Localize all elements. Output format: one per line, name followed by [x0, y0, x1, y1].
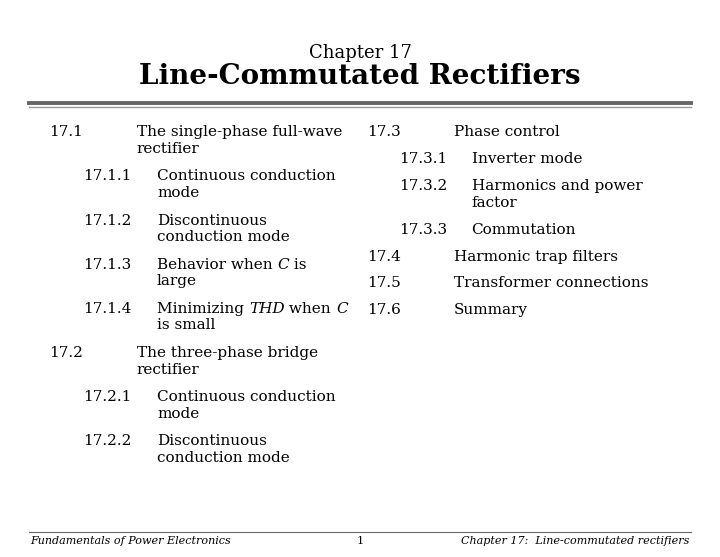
Text: 17.1.3: 17.1.3 [83, 258, 131, 272]
Text: Transformer connections: Transformer connections [454, 276, 648, 290]
Text: 17.3.1: 17.3.1 [400, 152, 448, 166]
Text: Fundamentals of Power Electronics: Fundamentals of Power Electronics [30, 536, 231, 546]
Text: 17.3.3: 17.3.3 [400, 223, 448, 237]
Text: Line-Commutated Rectifiers: Line-Commutated Rectifiers [139, 63, 581, 90]
Text: THD: THD [249, 302, 284, 316]
Text: The three-phase bridge: The three-phase bridge [137, 346, 318, 360]
Text: Behavior when: Behavior when [157, 258, 277, 272]
Text: 17.2.2: 17.2.2 [83, 434, 131, 448]
Text: when: when [284, 302, 336, 316]
Text: Summary: Summary [454, 303, 528, 317]
Text: 17.1.2: 17.1.2 [83, 213, 131, 228]
Text: 17.6: 17.6 [367, 303, 401, 317]
Text: The single-phase full-wave: The single-phase full-wave [137, 125, 342, 139]
Text: 17.3: 17.3 [367, 125, 401, 139]
Text: large: large [157, 275, 197, 289]
Text: Minimizing: Minimizing [157, 302, 249, 316]
Text: Chapter 17: Chapter 17 [309, 44, 411, 62]
Text: Commutation: Commutation [472, 223, 576, 237]
Text: Harmonic trap filters: Harmonic trap filters [454, 250, 618, 263]
Text: C: C [336, 302, 348, 316]
Text: is small: is small [157, 319, 215, 333]
Text: 17.4: 17.4 [367, 250, 401, 263]
Text: factor: factor [472, 196, 518, 209]
Text: 1: 1 [356, 536, 364, 546]
Text: rectifier: rectifier [137, 363, 199, 377]
Text: Phase control: Phase control [454, 125, 559, 139]
Text: 17.1: 17.1 [49, 125, 83, 139]
Text: Harmonics and power: Harmonics and power [472, 179, 642, 193]
Text: Continuous conduction: Continuous conduction [157, 169, 336, 183]
Text: mode: mode [157, 407, 199, 421]
Text: 17.1.4: 17.1.4 [83, 302, 131, 316]
Text: is: is [289, 258, 307, 272]
Text: C: C [277, 258, 289, 272]
Text: Chapter 17:  Line-commutated rectifiers: Chapter 17: Line-commutated rectifiers [462, 536, 690, 546]
Text: 17.5: 17.5 [367, 276, 401, 290]
Text: 17.3.2: 17.3.2 [400, 179, 448, 193]
Text: rectifier: rectifier [137, 142, 199, 156]
Text: Discontinuous: Discontinuous [157, 213, 267, 228]
Text: 17.1.1: 17.1.1 [83, 169, 131, 183]
Text: conduction mode: conduction mode [157, 230, 289, 245]
Text: conduction mode: conduction mode [157, 451, 289, 465]
Text: 17.2.1: 17.2.1 [83, 390, 131, 404]
Text: mode: mode [157, 186, 199, 200]
Text: Continuous conduction: Continuous conduction [157, 390, 336, 404]
Text: 17.2: 17.2 [49, 346, 83, 360]
Text: Discontinuous: Discontinuous [157, 434, 267, 448]
Text: Inverter mode: Inverter mode [472, 152, 582, 166]
